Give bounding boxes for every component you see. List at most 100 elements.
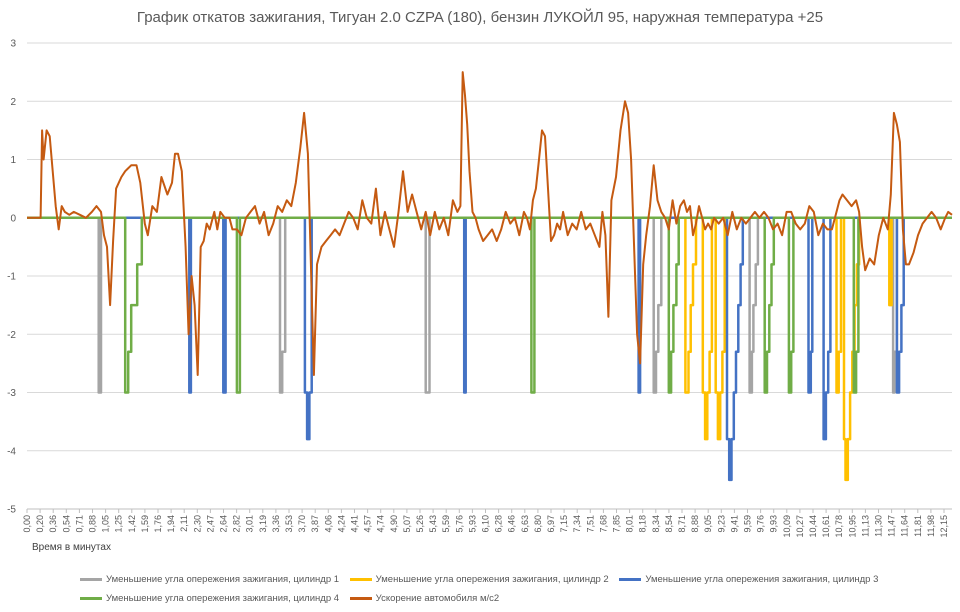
x-tick-label: 9,05	[703, 515, 713, 533]
x-tick-label: 2,30	[192, 515, 202, 533]
x-tick-label: 6,80	[533, 515, 543, 533]
chart-title: График откатов зажигания, Тигуан 2.0 CZP…	[136, 9, 824, 26]
x-tick-label: 10,61	[821, 515, 831, 538]
x-tick-label: 12,15	[939, 515, 949, 538]
x-tick-label: 4,06	[323, 515, 333, 533]
x-tick-label: 8,54	[664, 515, 674, 533]
x-tick-label: 0,54	[61, 515, 71, 533]
x-tick-label: 5,59	[441, 515, 451, 533]
y-tick-label: -3	[7, 388, 16, 399]
x-tick-label: 3,53	[284, 515, 294, 533]
x-tick-label: 11,30	[874, 515, 884, 537]
x-tick-label: 2,11	[179, 515, 189, 532]
x-tick-label: 2,64	[219, 515, 229, 533]
x-tick-label: 1,76	[153, 515, 163, 533]
x-tick-label: 4,57	[363, 515, 373, 533]
series-cylinder-3	[27, 216, 952, 482]
x-tick-label: 11,81	[913, 515, 923, 537]
x-tick-label: 11,47	[887, 515, 897, 537]
x-tick-label: 10,27	[795, 515, 805, 538]
x-tick-label: 3,01	[245, 515, 255, 533]
y-tick-label: -4	[7, 446, 16, 457]
y-tick-label: 1	[10, 155, 16, 166]
legend-item-acceleration: Ускорение автомобиля м/с2	[349, 593, 499, 604]
y-tick-label: 3	[10, 39, 16, 50]
legend-row-1: Уменьшение угла опережения зажигания, ци…	[80, 574, 940, 593]
x-tick-label: 8,18	[638, 515, 648, 533]
x-tick-label: 6,63	[520, 515, 530, 533]
series-cylinder-4	[27, 216, 952, 394]
x-tick-label: 6,97	[546, 515, 556, 533]
legend-swatch-cylinder-4	[80, 596, 102, 600]
x-tick-label: 9,23	[716, 515, 726, 533]
y-tick-label: -1	[7, 272, 16, 283]
x-tick-label: 5,76	[454, 515, 464, 533]
legend-item-cylinder-4: Уменьшение угла опережения зажигания, ци…	[80, 593, 339, 604]
x-tick-label: 0,36	[48, 515, 58, 533]
x-tick-label: 7,15	[559, 515, 569, 533]
y-axis-ticks: 3 2 1 0 -1 -2 -3 -4 -5	[7, 39, 16, 516]
x-tick-label: 0,00	[22, 515, 32, 533]
x-tick-label: 8,01	[625, 515, 635, 533]
x-tick-label: 6,46	[507, 515, 517, 533]
x-tick-label: 5,93	[467, 515, 477, 533]
x-tick-label: 5,07	[402, 515, 412, 533]
x-tick-label: 1,25	[114, 515, 124, 533]
x-tick-label: 1,94	[166, 515, 176, 533]
x-tick-label: 9,41	[729, 515, 739, 533]
legend-label-cylinder-3: Уменьшение угла опережения зажигания, ци…	[645, 574, 879, 585]
x-tick-label: 3,70	[297, 515, 307, 533]
x-tick-label: 7,34	[572, 515, 582, 533]
x-tick-label: 2,47	[205, 515, 215, 533]
legend-label-cylinder-2: Уменьшение угла опережения зажигания, ци…	[375, 574, 609, 585]
x-tick-label: 6,28	[494, 515, 504, 533]
x-tick-label: 6,10	[481, 515, 491, 533]
legend-swatch-cylinder-1	[80, 577, 102, 581]
y-tick-label: -5	[7, 505, 16, 516]
y-tick-label: 0	[10, 213, 16, 224]
x-tick-label: 11,98	[926, 515, 936, 537]
x-tick-label: 0,88	[88, 515, 98, 533]
x-tick-label: 4,74	[376, 515, 386, 533]
series-lines	[27, 71, 953, 482]
y-tick-label: -2	[7, 330, 16, 341]
legend-swatch-cylinder-2	[349, 577, 372, 581]
x-tick-label: 9,93	[769, 515, 779, 533]
x-tick-label: 3,87	[310, 515, 320, 533]
x-tick-label: 7,85	[612, 515, 622, 533]
x-tick-label: 8,34	[651, 515, 661, 533]
x-tick-label: 9,76	[756, 515, 766, 533]
y-tick-label: 2	[10, 97, 16, 108]
legend-swatch-cylinder-3	[619, 577, 642, 581]
legend-label-cylinder-1: Уменьшение угла опережения зажигания, ци…	[106, 574, 340, 585]
legend-item-cylinder-3: Уменьшение угла опережения зажигания, ци…	[619, 574, 878, 585]
legend-row-2: Уменьшение угла опережения зажигания, ци…	[80, 593, 940, 612]
x-tick-label: 1,42	[127, 515, 137, 533]
x-tick-label: 7,68	[598, 515, 608, 533]
legend-label-cylinder-4: Уменьшение угла опережения зажигания, ци…	[106, 593, 340, 604]
x-tick-label: 4,41	[350, 515, 360, 533]
series-acceleration	[27, 71, 953, 376]
x-tick-label: 10,09	[782, 515, 792, 538]
x-axis-label: Время в минутах	[32, 542, 111, 553]
x-tick-label: 4,90	[389, 515, 399, 533]
x-axis-ticks: 0,00 0,20 0,36 0,54 0,71 0,88 1,05 1,25 1,42 1,59…	[22, 508, 952, 538]
x-tick-label: 1,59	[140, 515, 150, 533]
x-tick-label: 10,95	[847, 515, 857, 538]
x-tick-label: 11,64	[900, 515, 910, 537]
x-tick-label: 11,13	[860, 515, 870, 537]
x-tick-label: 9,59	[743, 515, 753, 533]
legend-item-cylinder-1: Уменьшение угла опережения зажигания, ци…	[80, 574, 339, 585]
legend-item-cylinder-2: Уменьшение угла опережения зажигания, ци…	[349, 574, 609, 585]
x-tick-label: 3,36	[271, 515, 281, 533]
x-tick-label: 5,43	[428, 515, 438, 533]
x-tick-label: 10,78	[834, 515, 844, 538]
x-tick-label: 2,82	[232, 515, 242, 533]
legend-swatch-acceleration	[349, 596, 372, 600]
x-tick-label: 0,71	[74, 515, 84, 533]
x-tick-label: 8,71	[677, 515, 687, 533]
legend: Уменьшение угла опережения зажигания, ци…	[80, 574, 940, 612]
x-tick-label: 4,24	[336, 515, 346, 533]
x-tick-label: 8,88	[690, 515, 700, 533]
